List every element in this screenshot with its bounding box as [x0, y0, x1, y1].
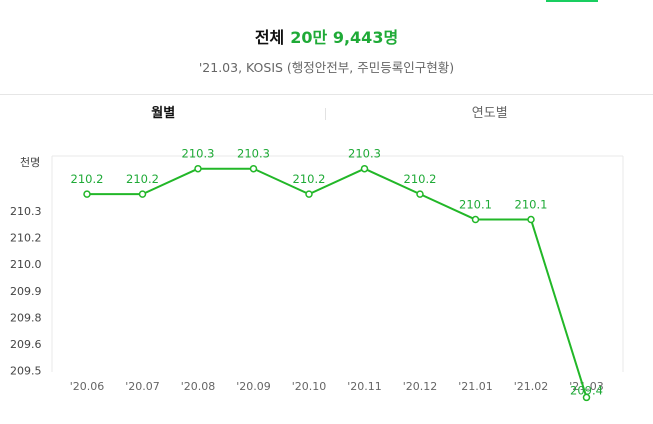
data-point	[582, 393, 591, 402]
data-source: '21.03, KOSIS (행정안전부, 주민등록인구현황)	[198, 60, 455, 75]
x-tick-label: '21.02	[514, 380, 549, 393]
x-tick-label: '21.01	[458, 380, 493, 393]
data-label: 209.4	[570, 383, 603, 397]
series-line	[87, 167, 588, 398]
tab-yearly[interactable]: 연도별	[471, 106, 508, 121]
data-point	[360, 164, 369, 173]
data-point	[471, 215, 480, 224]
data-label: 210.3	[182, 147, 215, 161]
data-point	[249, 164, 258, 173]
y-tick-label: 210.0	[10, 258, 42, 271]
data-point	[527, 215, 535, 224]
y-tick-label: 210.2	[10, 232, 42, 245]
population-line-chart: 천명 210.3 210.2 210.0 209.9 209.8 209.6 209.5 '20…	[0, 132, 653, 424]
data-label: 210.1	[459, 198, 492, 212]
total-population-headline: 전체 20만 9,443명	[0, 24, 653, 48]
data-label: 210.2	[71, 172, 104, 186]
data-point	[416, 190, 424, 198]
y-tick-label: 210.3	[10, 205, 42, 218]
x-tick-label: '20.11	[347, 380, 382, 393]
data-label: 210.2	[293, 172, 326, 186]
data-label: 210.2	[126, 172, 159, 186]
x-tick-label: '20.10	[292, 380, 327, 393]
chart-svg: 천명 210.3 210.2 210.0 209.9 209.8 209.6 209.5 '20…	[10, 147, 624, 402]
x-tick-label: '20.12	[403, 380, 438, 393]
data-label: 210.1	[515, 198, 548, 212]
y-tick-label: 209.5	[10, 365, 42, 378]
y-tick-label: 209.8	[10, 311, 42, 324]
data-point	[138, 190, 147, 198]
tab-divider	[325, 108, 326, 120]
data-point	[194, 164, 202, 173]
data-label: 210.3	[348, 147, 381, 161]
data-label: 210.2	[404, 172, 437, 186]
x-tick-label: '21.03	[569, 380, 604, 393]
tab-monthly[interactable]: 월별	[151, 106, 176, 121]
x-tick-label: '20.09	[236, 380, 271, 393]
headline-value: 20만 9,443명	[290, 28, 399, 47]
data-point	[83, 190, 91, 198]
x-tick-label: '20.08	[181, 380, 216, 393]
active-indicator	[546, 0, 598, 2]
x-tick-label: '20.07	[125, 380, 160, 393]
y-axis-unit-label: 천명	[20, 155, 40, 169]
x-tick-label: '20.06	[70, 380, 105, 393]
period-tabs: 월별 연도별	[0, 94, 653, 134]
y-tick-label: 209.9	[10, 285, 42, 298]
data-label: 210.3	[237, 147, 270, 161]
data-point	[305, 190, 313, 198]
headline-label: 전체	[254, 28, 285, 47]
y-tick-label: 209.6	[10, 338, 42, 351]
